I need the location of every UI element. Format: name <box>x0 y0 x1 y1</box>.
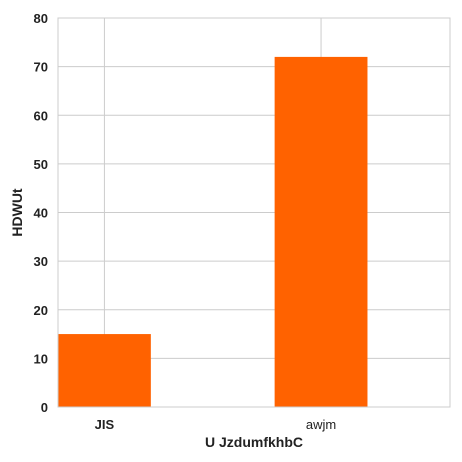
y-tick-label: 30 <box>34 254 48 269</box>
y-axis-label: HDWUt <box>9 188 25 237</box>
y-tick-label: 50 <box>34 157 48 172</box>
x-tick-labels: JIS awjm <box>95 417 337 432</box>
y-tick-label: 70 <box>34 60 48 75</box>
x-axis-label: U JzdumfkhbC <box>205 434 303 450</box>
y-tick-label: 80 <box>34 11 48 26</box>
y-tick-labels: 0 10 20 30 40 50 60 70 80 <box>34 11 48 415</box>
y-tick-label: 10 <box>34 351 48 366</box>
y-tick-label: 40 <box>34 206 48 221</box>
x-tick-label: JIS <box>95 417 115 432</box>
y-tick-label: 60 <box>34 108 48 123</box>
bar-layer <box>58 56 368 408</box>
bar-awjm <box>274 56 368 408</box>
y-tick-label: 20 <box>34 303 48 318</box>
bar-JIS <box>58 334 151 407</box>
y-tick-label: 0 <box>41 400 48 415</box>
plot-frame <box>57 17 451 408</box>
x-tick-label: awjm <box>306 417 336 432</box>
